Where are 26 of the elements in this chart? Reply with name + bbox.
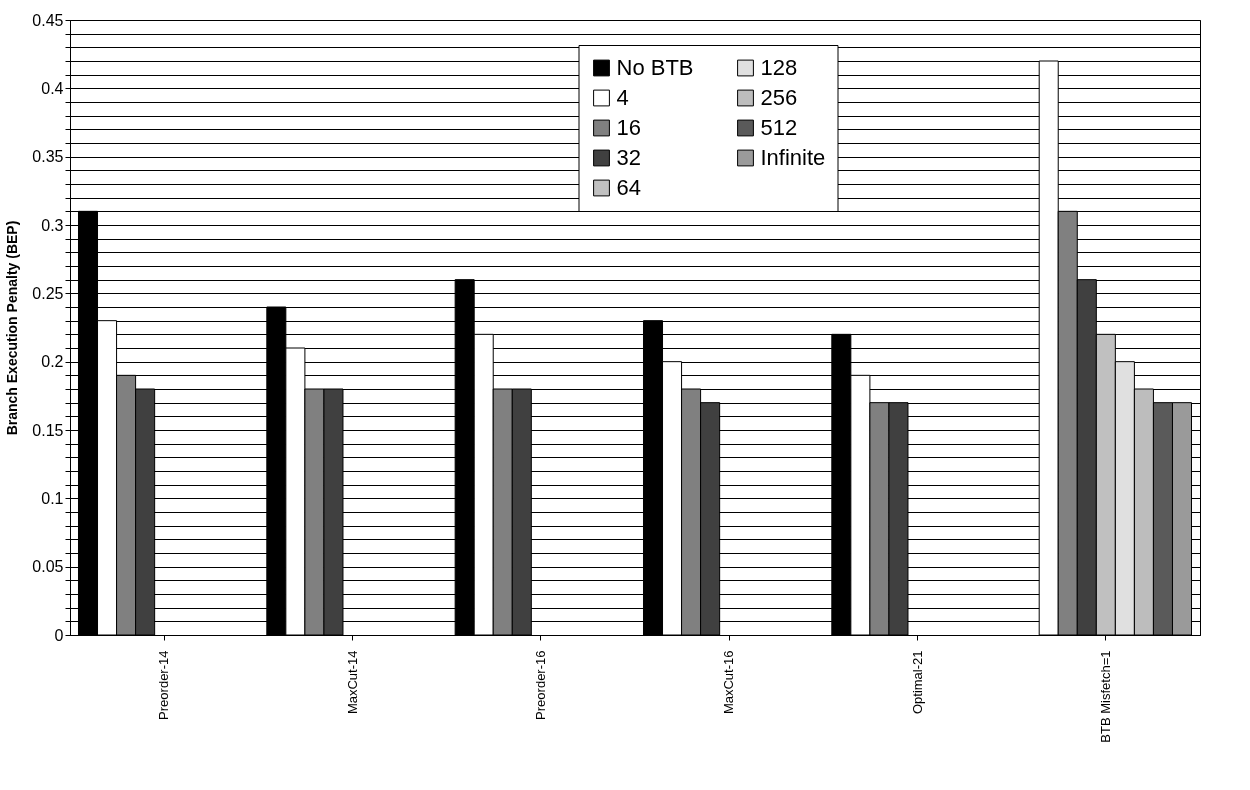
y-tick-label: 0.25 xyxy=(32,284,64,302)
legend-label: 16 xyxy=(616,115,641,140)
x-tick-label: Preorder-16 xyxy=(532,650,548,720)
y-tick-label: 0.05 xyxy=(32,558,64,576)
x-tick-label: MaxCut-14 xyxy=(344,650,360,715)
y-tick-label: 0.3 xyxy=(41,216,64,234)
y-axis-title: Branch Execution Penalty (BEP) xyxy=(4,220,21,436)
x-tick-label: Optimal-21 xyxy=(909,650,925,715)
legend-label: 4 xyxy=(616,85,629,110)
legend-label: No BTB xyxy=(616,55,694,80)
x-tick-label: MaxCut-16 xyxy=(721,650,737,715)
y-tick-label: 0.2 xyxy=(41,353,64,371)
y-tick-label: 0.1 xyxy=(41,489,64,507)
y-tick-label: 0.4 xyxy=(41,79,64,97)
y-tick-label: 0.15 xyxy=(32,421,64,439)
legend-label: 128 xyxy=(760,55,798,80)
y-tick-label: 0 xyxy=(54,626,64,644)
legend-label: 32 xyxy=(616,145,641,170)
legend-label: 512 xyxy=(760,115,798,140)
x-tick-label: Preorder-14 xyxy=(156,650,172,720)
y-tick-label: 0.45 xyxy=(32,11,64,29)
y-tick-label: 0.35 xyxy=(32,148,64,166)
legend-label: 256 xyxy=(760,85,798,110)
legend-label: 64 xyxy=(616,175,641,200)
legend-label: Infinite xyxy=(760,145,826,170)
x-tick-label: BTB Misfetch=1 xyxy=(1097,650,1113,743)
